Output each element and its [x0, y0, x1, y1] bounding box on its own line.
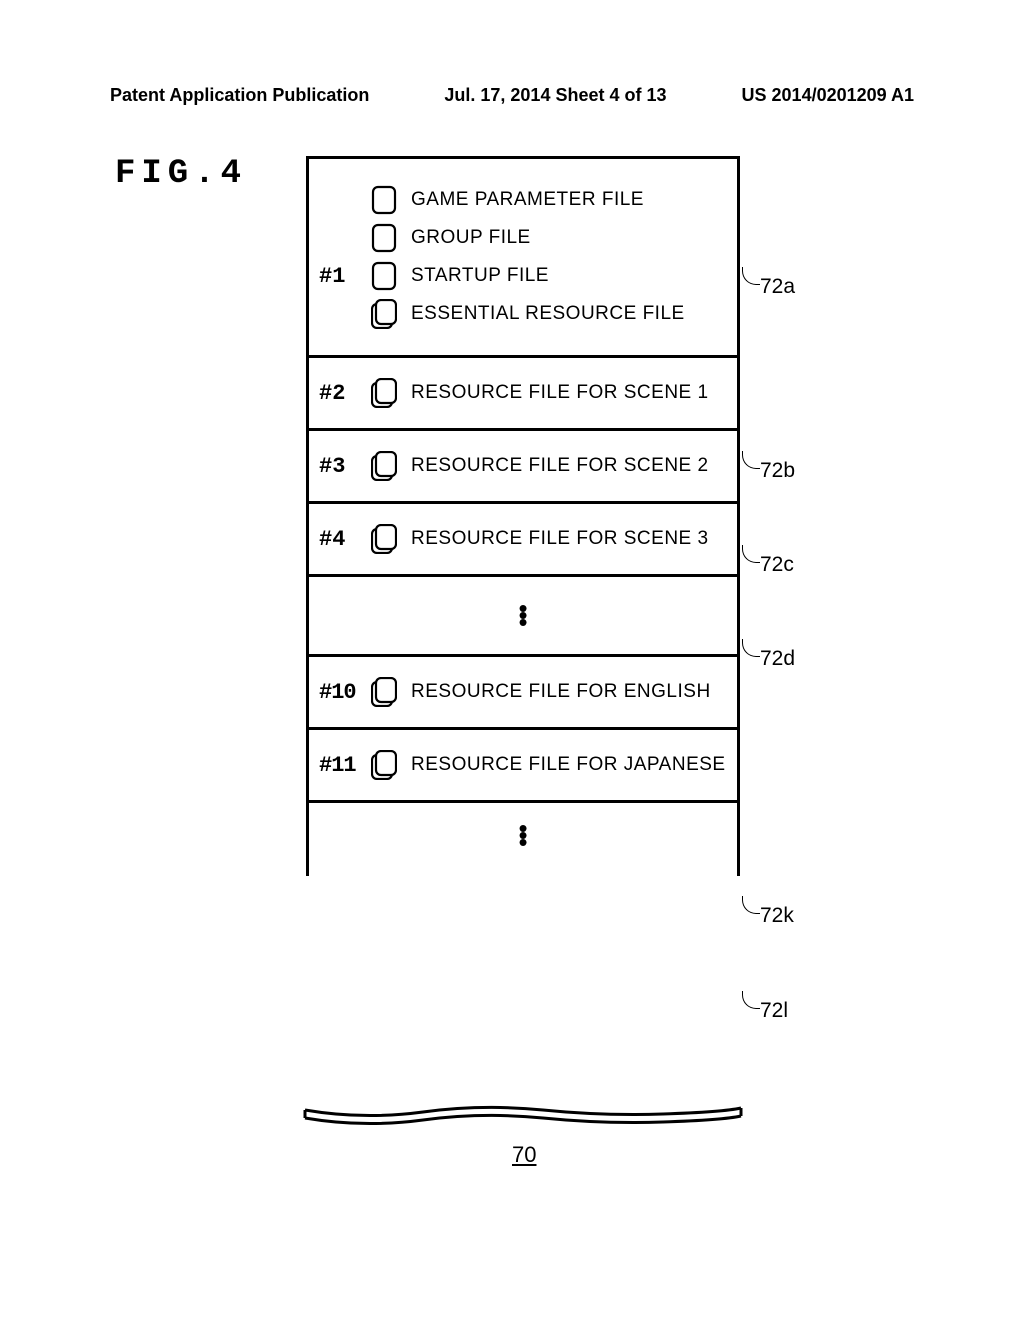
ref-72a: 72a	[760, 275, 795, 299]
file-stack-icon	[371, 677, 397, 707]
header-right: US 2014/0201209 A1	[742, 85, 914, 106]
file-icon	[371, 185, 397, 215]
section-ellipsis: •••	[306, 574, 740, 654]
file-label: GROUP FILE	[411, 227, 531, 249]
file-stack-icon	[371, 299, 397, 329]
diagram-container: GAME PARAMETER FILE GROUP FILE #1 STARTU…	[306, 156, 740, 876]
ref-leader	[742, 451, 760, 469]
ref-72d: 72d	[760, 647, 795, 671]
section-1: GAME PARAMETER FILE GROUP FILE #1 STARTU…	[306, 156, 740, 355]
file-label: STARTUP FILE	[411, 265, 549, 287]
file-label: GAME PARAMETER FILE	[411, 189, 644, 211]
file-icon	[371, 223, 397, 253]
ref-leader	[742, 639, 760, 657]
file-row: #4 RESOURCE FILE FOR SCENE 3	[319, 524, 727, 554]
ref-72k: 72k	[760, 904, 794, 928]
file-label: ESSENTIAL RESOURCE FILE	[411, 303, 685, 325]
group-number: #2	[319, 381, 371, 406]
section-4: #4 RESOURCE FILE FOR SCENE 3	[306, 501, 740, 574]
group-number: #10	[319, 680, 371, 705]
file-row: #2 RESOURCE FILE FOR SCENE 1	[319, 378, 727, 408]
file-icon	[371, 261, 397, 291]
vertical-dots-icon: •••	[309, 577, 737, 654]
group-number: #4	[319, 527, 371, 552]
ref-leader	[742, 267, 760, 285]
file-row: GAME PARAMETER FILE	[319, 185, 727, 215]
ref-leader	[742, 545, 760, 563]
file-row: #11 RESOURCE FILE FOR JAPANESE	[319, 750, 727, 780]
ref-72c: 72c	[760, 553, 794, 577]
section-2: #2 RESOURCE FILE FOR SCENE 1	[306, 355, 740, 428]
header-left: Patent Application Publication	[110, 85, 369, 106]
bottom-ref: 70	[512, 1142, 536, 1168]
file-label: RESOURCE FILE FOR JAPANESE	[411, 754, 726, 776]
file-label: RESOURCE FILE FOR ENGLISH	[411, 681, 711, 703]
file-row: GROUP FILE	[319, 223, 727, 253]
file-label: RESOURCE FILE FOR SCENE 1	[411, 382, 709, 404]
section-10: #10 RESOURCE FILE FOR ENGLISH	[306, 654, 740, 727]
ref-72b: 72b	[760, 459, 795, 483]
file-row: #1 STARTUP FILE	[319, 261, 727, 291]
group-number: #11	[319, 753, 371, 778]
header-center: Jul. 17, 2014 Sheet 4 of 13	[369, 85, 741, 106]
file-row: #10 RESOURCE FILE FOR ENGLISH	[319, 677, 727, 707]
ref-leader	[742, 991, 760, 1009]
page-header: Patent Application Publication Jul. 17, …	[0, 85, 1024, 106]
section-3: #3 RESOURCE FILE FOR SCENE 2	[306, 428, 740, 501]
vertical-dots-icon: •••	[309, 803, 737, 876]
group-number: #3	[319, 454, 371, 479]
section-11: #11 RESOURCE FILE FOR JAPANESE	[306, 727, 740, 800]
file-row: ESSENTIAL RESOURCE FILE	[319, 299, 727, 329]
file-label: RESOURCE FILE FOR SCENE 2	[411, 455, 709, 477]
file-label: RESOURCE FILE FOR SCENE 3	[411, 528, 709, 550]
ref-72l: 72l	[760, 999, 788, 1023]
file-row: #3 RESOURCE FILE FOR SCENE 2	[319, 451, 727, 481]
group-number: #1	[319, 264, 371, 289]
ref-leader	[742, 896, 760, 914]
figure-label: FIG.4	[115, 155, 247, 193]
file-stack-icon	[371, 378, 397, 408]
file-stack-icon	[371, 750, 397, 780]
torn-edge-icon	[303, 1098, 743, 1128]
file-stack-icon	[371, 451, 397, 481]
section-ellipsis-2: •••	[306, 800, 740, 876]
file-stack-icon	[371, 524, 397, 554]
